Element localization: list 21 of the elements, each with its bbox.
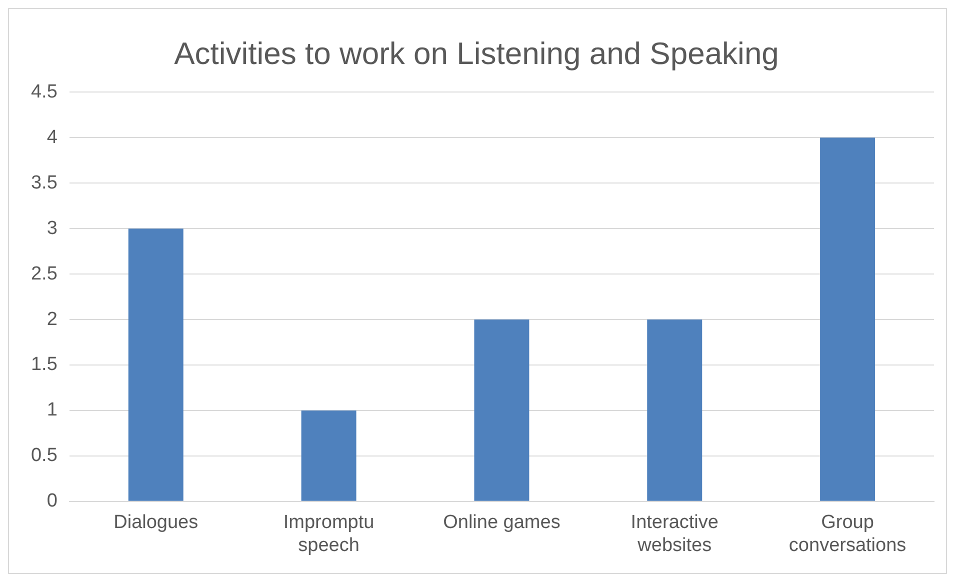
x-tick-label: Interactive websites: [630, 512, 718, 556]
y-tick-label: 4: [46, 126, 58, 148]
x-tick-label: Impromptu speech: [283, 512, 374, 556]
y-tick-label: 3.5: [30, 172, 58, 194]
y-tick-label: 0: [46, 490, 58, 512]
y-tick-label: 1.5: [30, 354, 58, 376]
x-tick-label: Dialogues: [114, 512, 198, 534]
bar: [128, 228, 184, 501]
bar: [647, 320, 702, 501]
bar: [820, 138, 876, 501]
bar: [474, 320, 530, 501]
chart-title: Activities to work on Listening and Speaking: [174, 36, 779, 72]
y-tick-label: 0.5: [30, 445, 58, 466]
y-tick-label: 3: [46, 218, 58, 239]
y-tick-label: 4.5: [30, 81, 58, 102]
bar: [301, 410, 356, 501]
x-tick-label: Group conversations: [788, 512, 906, 556]
x-tick-label: Online games: [443, 512, 560, 534]
y-tick-label: 2: [46, 308, 58, 330]
y-tick-label: 2.5: [30, 263, 58, 284]
y-tick-label: 1: [46, 400, 58, 421]
